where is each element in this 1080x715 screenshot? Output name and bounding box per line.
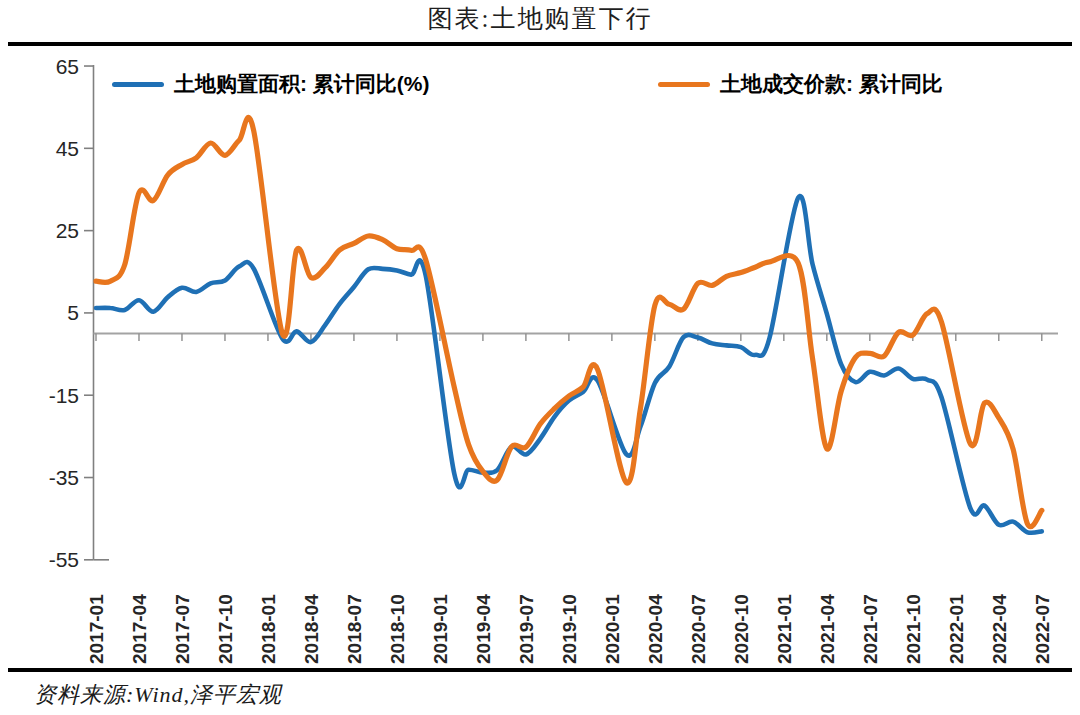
x-tick-label: 2022-07	[1032, 594, 1053, 664]
x-tick-label: 2020-01	[602, 594, 623, 664]
x-tick-label: 2021-10	[903, 594, 924, 664]
x-tick-label: 2019-07	[516, 594, 537, 664]
x-tick-label: 2017-07	[172, 594, 193, 664]
x-tick-label: 2017-10	[215, 594, 236, 664]
x-tick-label: 2017-04	[129, 594, 150, 664]
x-tick-label: 2018-10	[387, 594, 408, 664]
x-tick-label: 2021-01	[774, 594, 795, 664]
y-tick-label: -55	[49, 548, 79, 571]
x-tick-label: 2021-04	[817, 594, 838, 664]
x-tick-label: 2020-04	[645, 594, 666, 664]
x-tick-label: 2018-01	[258, 594, 279, 664]
legend-swatch-land-value	[658, 82, 710, 87]
x-tick-label: 2018-07	[344, 594, 365, 664]
legend-label-land-area: 土地购置面积: 累计同比(%)	[174, 70, 430, 98]
x-tick-label: 2017-01	[86, 594, 107, 664]
y-tick-label: 65	[56, 55, 79, 78]
x-tick-label: 2020-10	[731, 594, 752, 664]
bottom-rule	[8, 668, 1072, 672]
legend-item-land-value: 土地成交价款: 累计同比	[658, 70, 943, 98]
y-tick-label: -15	[49, 384, 79, 407]
x-tick-label: 2020-07	[688, 594, 709, 664]
x-tick-label: 2019-01	[430, 594, 451, 664]
x-tick-label: 2022-01	[946, 594, 967, 664]
x-tick-label: 2022-04	[989, 594, 1010, 664]
x-tick-label: 2019-10	[559, 594, 580, 664]
legend-swatch-land-area	[112, 82, 164, 87]
x-tick-label: 2019-04	[473, 594, 494, 664]
x-tick-label: 2021-07	[860, 594, 881, 664]
y-tick-label: 45	[56, 137, 79, 160]
y-tick-label: -35	[49, 466, 79, 489]
y-tick-label: 5	[67, 301, 79, 324]
legend-label-land-value: 土地成交价款: 累计同比	[720, 70, 943, 98]
source-note: 资料来源:Wind,泽平宏观	[34, 680, 282, 710]
line-chart-canvas: 65 45 25 5 -15 -35 -55 2017-01 2017-04 2017-07 201…	[0, 0, 1080, 715]
series-line-land-area	[96, 196, 1042, 533]
series-line-land-value	[96, 117, 1042, 526]
x-tick-label: 2018-04	[301, 594, 322, 664]
legend-item-land-area: 土地购置面积: 累计同比(%)	[112, 70, 430, 98]
report-figure: 图表:土地购置下行 6545255-15-35-552017-012017-04…	[0, 0, 1080, 715]
y-tick-label: 25	[56, 219, 79, 242]
